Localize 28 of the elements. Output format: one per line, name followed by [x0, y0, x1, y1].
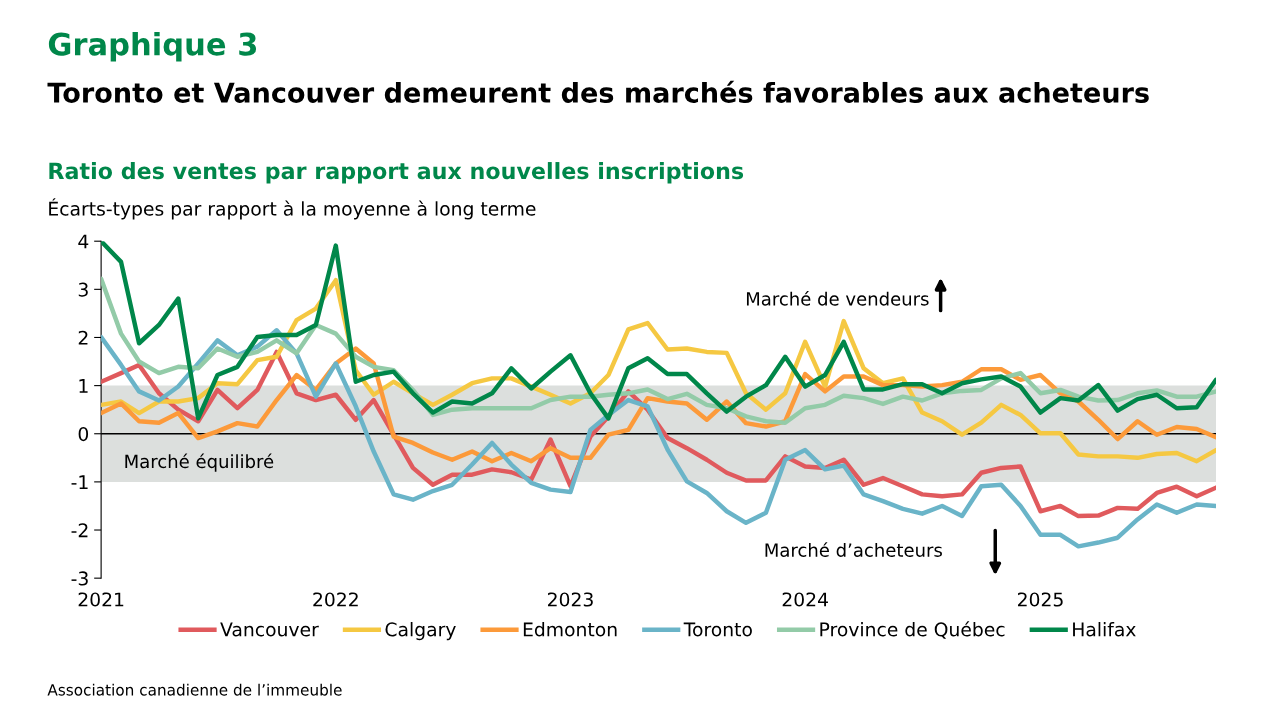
chart-subtitle: Toronto et Vancouver demeurent des marchés favorables aux acheteurs — [47, 80, 1149, 103]
band-label: Marché équilibré — [125, 453, 274, 472]
chart-title: Graphique 3 — [48, 32, 257, 62]
legend-label: Toronto — [683, 622, 752, 637]
legend-label: Edmonton — [523, 621, 617, 637]
annotation: Marché de vendeurs — [746, 290, 929, 306]
line-series — [101, 241, 1216, 421]
y-tick-label: 3 — [78, 282, 88, 297]
y-tick-label: 2 — [78, 330, 88, 345]
y-tick-label: -3 — [71, 571, 88, 586]
legend-label: Halifax — [1073, 621, 1136, 637]
y-tick-label: 4 — [78, 234, 89, 249]
y-axis-title: Écarts-types par rapport à la moyenne à long terme — [49, 198, 536, 220]
text: Association canadienne de l’immeuble — [47, 683, 342, 696]
legend-label: Calgary — [385, 621, 456, 641]
y-tick-label: 0 — [78, 426, 89, 442]
x-tick-label: 2023 — [547, 592, 593, 607]
x-tick-label: 2021 — [78, 592, 124, 607]
legend-label: Province de Québec — [820, 621, 1005, 639]
annotation: Marché d’acheteurs — [765, 542, 942, 557]
x-tick-label: 2025 — [1017, 592, 1063, 607]
legend-label: Vancouver — [220, 622, 319, 637]
text: Ratio des ventes par rapport aux nouvelles inscriptions — [49, 162, 744, 184]
x-tick-label: 2022 — [313, 592, 358, 607]
y-tick-label: -1 — [71, 475, 88, 490]
x-tick-label: 2024 — [782, 592, 828, 607]
y-tick-label: 1 — [79, 379, 88, 393]
y-tick-label: -2 — [71, 523, 88, 538]
